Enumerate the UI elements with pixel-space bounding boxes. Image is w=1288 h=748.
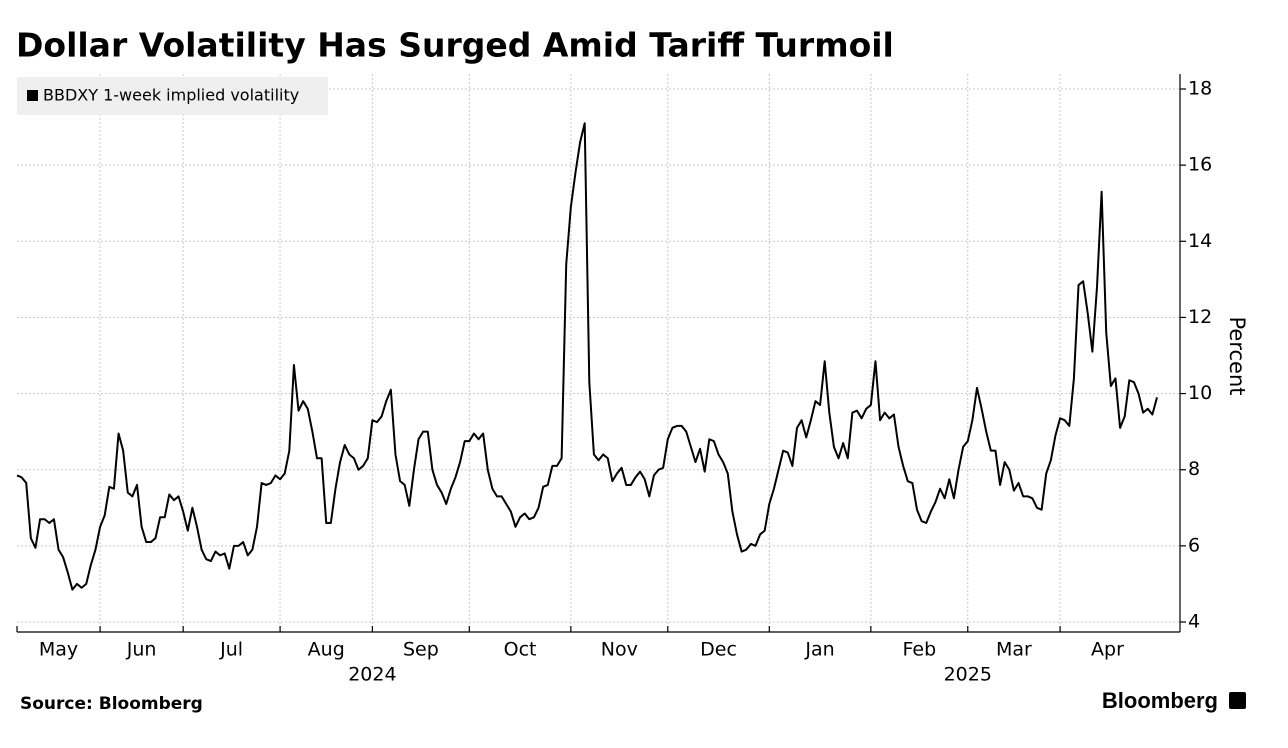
legend-swatch <box>27 90 38 101</box>
y-tick-label: 14 <box>1188 230 1212 252</box>
y-tick-label: 10 <box>1188 382 1212 404</box>
x-tick-label: Jan <box>804 639 834 661</box>
x-tick-label: Feb <box>902 639 936 661</box>
x-tick-label: Oct <box>504 639 537 661</box>
x-tick-label: Nov <box>601 639 638 661</box>
x-year-label: 2024 <box>348 664 396 686</box>
y-tick-label: 18 <box>1188 78 1212 100</box>
brand-icon <box>1229 692 1246 709</box>
y-axis-label: Percent <box>1225 316 1249 395</box>
legend-label: BBDXY 1-week implied volatility <box>43 86 299 105</box>
brand: Bloomberg <box>1102 688 1218 713</box>
y-tick-label: 8 <box>1188 458 1200 480</box>
y-tick-label: 16 <box>1188 154 1212 176</box>
source: Source: Bloomberg <box>20 694 203 714</box>
x-tick-label: Sep <box>403 639 439 661</box>
y-tick-label: 12 <box>1188 306 1212 328</box>
legend-box <box>17 77 328 115</box>
series-line <box>16 122 1158 591</box>
y-tick-label: 6 <box>1188 534 1200 556</box>
x-tick-label: Apr <box>1091 639 1124 661</box>
x-tick-label: Jul <box>219 639 243 661</box>
x-tick-label: Aug <box>308 639 345 661</box>
x-tick-label: May <box>39 639 78 661</box>
chart-title: Dollar Volatility Has Surged Amid Tariff… <box>16 26 894 65</box>
x-tick-label: Jun <box>126 639 157 661</box>
y-tick-label: 4 <box>1188 611 1200 633</box>
x-tick-label: Dec <box>700 639 737 661</box>
x-tick-label: Mar <box>996 639 1032 661</box>
x-year-label: 2025 <box>944 664 992 686</box>
